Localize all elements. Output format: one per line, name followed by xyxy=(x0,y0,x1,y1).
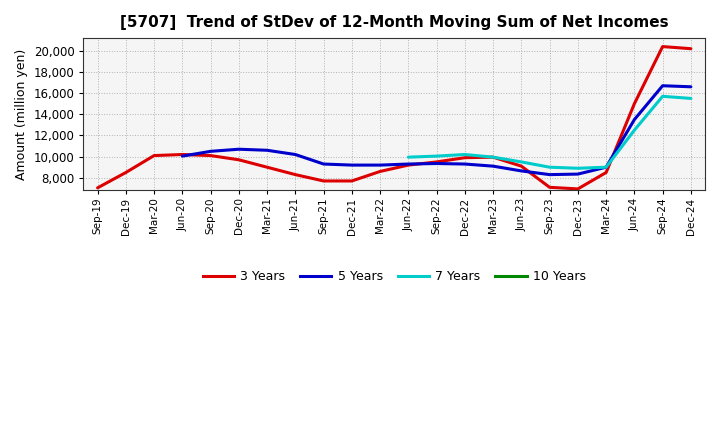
7 Years xyxy=(404,154,413,160)
5 Years xyxy=(291,152,300,157)
5 Years xyxy=(658,83,667,88)
7 Years xyxy=(687,96,696,101)
7 Years xyxy=(517,159,526,165)
Y-axis label: Amount (million yen): Amount (million yen) xyxy=(15,49,28,180)
Line: 7 Years: 7 Years xyxy=(408,96,691,168)
3 Years xyxy=(630,101,639,106)
5 Years xyxy=(404,161,413,167)
3 Years xyxy=(461,155,469,160)
5 Years xyxy=(206,149,215,154)
3 Years xyxy=(432,159,441,165)
Legend: 3 Years, 5 Years, 7 Years, 10 Years: 3 Years, 5 Years, 7 Years, 10 Years xyxy=(197,265,591,288)
5 Years xyxy=(235,147,243,152)
5 Years xyxy=(687,84,696,89)
3 Years xyxy=(122,170,130,175)
7 Years xyxy=(602,165,611,170)
3 Years xyxy=(517,164,526,169)
7 Years xyxy=(489,154,498,160)
5 Years xyxy=(545,172,554,177)
5 Years xyxy=(574,172,582,177)
3 Years xyxy=(404,162,413,168)
3 Years xyxy=(206,153,215,158)
3 Years xyxy=(178,152,186,157)
7 Years xyxy=(461,152,469,157)
3 Years xyxy=(348,178,356,183)
5 Years xyxy=(432,161,441,166)
5 Years xyxy=(348,162,356,168)
5 Years xyxy=(178,154,186,159)
7 Years xyxy=(574,165,582,171)
5 Years xyxy=(461,161,469,167)
3 Years xyxy=(489,154,498,160)
7 Years xyxy=(630,128,639,133)
5 Years xyxy=(263,148,271,153)
3 Years xyxy=(687,46,696,51)
7 Years xyxy=(545,165,554,170)
7 Years xyxy=(432,154,441,159)
3 Years xyxy=(235,157,243,162)
3 Years xyxy=(291,172,300,177)
3 Years xyxy=(319,178,328,183)
3 Years xyxy=(376,169,384,174)
5 Years xyxy=(630,117,639,122)
7 Years xyxy=(658,94,667,99)
3 Years xyxy=(574,186,582,191)
3 Years xyxy=(94,185,102,191)
5 Years xyxy=(319,161,328,167)
5 Years xyxy=(517,168,526,173)
3 Years xyxy=(150,153,158,158)
Line: 3 Years: 3 Years xyxy=(98,47,691,189)
5 Years xyxy=(376,162,384,168)
3 Years xyxy=(545,185,554,190)
3 Years xyxy=(658,44,667,49)
5 Years xyxy=(489,164,498,169)
Line: 5 Years: 5 Years xyxy=(182,86,691,175)
3 Years xyxy=(263,165,271,170)
5 Years xyxy=(602,165,611,170)
Title: [5707]  Trend of StDev of 12-Month Moving Sum of Net Incomes: [5707] Trend of StDev of 12-Month Moving… xyxy=(120,15,669,30)
3 Years xyxy=(602,170,611,175)
